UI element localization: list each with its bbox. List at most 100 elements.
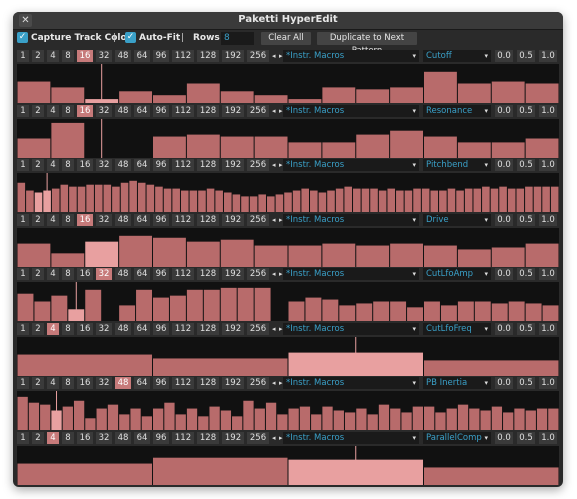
- automation-step-bar[interactable]: [164, 402, 175, 430]
- automation-step-bar[interactable]: [266, 196, 275, 212]
- step-button-32[interactable]: 32: [96, 50, 112, 62]
- automation-step-bar[interactable]: [17, 463, 153, 485]
- automation-step-bar[interactable]: [356, 303, 373, 321]
- step-button-4[interactable]: 4: [47, 431, 59, 444]
- step-button-112[interactable]: 112: [172, 159, 194, 171]
- capture-track-color-checkbox[interactable]: ✓: [17, 32, 28, 43]
- automation-step-bar[interactable]: [525, 303, 542, 321]
- source-dropdown[interactable]: *Instr. Macros ▾: [283, 50, 419, 62]
- step-button-16[interactable]: 16: [77, 322, 93, 335]
- automation-canvas[interactable]: [17, 391, 559, 430]
- automation-step-bar[interactable]: [129, 180, 137, 212]
- step-button-96[interactable]: 96: [153, 268, 169, 280]
- automation-step-bar[interactable]: [482, 186, 490, 212]
- automation-step-bar[interactable]: [390, 243, 424, 267]
- automation-step-bar[interactable]: [186, 408, 198, 430]
- step-increase-button[interactable]: ▸: [279, 270, 283, 278]
- automation-step-bar[interactable]: [86, 184, 94, 212]
- step-button-192[interactable]: 192: [222, 268, 244, 280]
- step-button-112[interactable]: 112: [172, 104, 194, 117]
- set-value-button-0[interactable]: 0.0: [495, 159, 513, 171]
- automation-canvas[interactable]: [17, 336, 559, 376]
- step-button-32[interactable]: 32: [96, 213, 112, 226]
- automation-step-bar[interactable]: [265, 402, 277, 430]
- automation-step-bar[interactable]: [198, 190, 206, 212]
- automation-step-bar[interactable]: [292, 190, 301, 212]
- rows-input[interactable]: 8: [221, 32, 254, 45]
- automation-step-bar[interactable]: [51, 188, 60, 212]
- automation-step-bar[interactable]: [491, 81, 525, 103]
- step-button-4[interactable]: 4: [47, 213, 59, 226]
- automation-step-bar[interactable]: [243, 400, 254, 430]
- automation-step-bar[interactable]: [353, 188, 361, 212]
- automation-step-bar[interactable]: [288, 408, 299, 430]
- automation-step-bar[interactable]: [456, 190, 464, 212]
- step-button-4[interactable]: 4: [47, 104, 59, 117]
- automation-step-bar[interactable]: [474, 301, 491, 322]
- automation-step-bar[interactable]: [390, 301, 407, 322]
- set-value-button-0[interactable]: 0.0: [495, 431, 513, 444]
- automation-step-bar[interactable]: [85, 418, 96, 430]
- automation-step-bar[interactable]: [373, 301, 390, 322]
- step-button-128[interactable]: 128: [197, 50, 219, 62]
- automation-step-bar[interactable]: [51, 122, 85, 158]
- clear-all-button[interactable]: Clear All: [261, 32, 311, 45]
- automation-step-bar[interactable]: [17, 354, 153, 376]
- step-button-16[interactable]: 16: [77, 213, 93, 226]
- automation-step-bar[interactable]: [407, 307, 423, 321]
- step-increase-button[interactable]: ▸: [279, 161, 283, 169]
- set-value-button-0[interactable]: 0.0: [495, 104, 513, 117]
- automation-step-bar[interactable]: [327, 190, 335, 212]
- automation-step-bar[interactable]: [335, 188, 344, 212]
- automation-step-bar[interactable]: [412, 406, 423, 430]
- step-button-32[interactable]: 32: [96, 322, 112, 335]
- step-button-32[interactable]: 32: [96, 377, 112, 389]
- automation-step-bar[interactable]: [318, 192, 327, 213]
- automation-step-bar[interactable]: [533, 186, 542, 212]
- automation-step-bar[interactable]: [339, 305, 356, 321]
- automation-step-bar[interactable]: [220, 239, 254, 267]
- automation-step-bar[interactable]: [404, 190, 413, 212]
- step-button-112[interactable]: 112: [172, 322, 194, 335]
- step-button-32[interactable]: 32: [96, 268, 112, 280]
- automation-canvas[interactable]: [17, 227, 559, 267]
- automation-step-bar[interactable]: [491, 247, 525, 267]
- automation-step-bar[interactable]: [424, 245, 457, 267]
- automation-step-bar[interactable]: [288, 245, 322, 267]
- step-button-128[interactable]: 128: [197, 159, 219, 171]
- step-button-112[interactable]: 112: [172, 268, 194, 280]
- set-value-button-1[interactable]: 0.5: [517, 377, 535, 389]
- set-value-button-1[interactable]: 0.5: [517, 268, 535, 280]
- step-button-4[interactable]: 4: [47, 322, 59, 335]
- step-button-96[interactable]: 96: [153, 159, 169, 171]
- parameter-dropdown[interactable]: Pitchbend ▾: [423, 159, 491, 171]
- automation-step-bar[interactable]: [525, 186, 533, 212]
- step-button-16[interactable]: 16: [77, 431, 93, 444]
- automation-step-bar[interactable]: [186, 134, 220, 158]
- step-button-2[interactable]: 2: [32, 159, 44, 171]
- step-button-8[interactable]: 8: [62, 268, 74, 280]
- automation-step-bar[interactable]: [542, 186, 550, 212]
- step-button-128[interactable]: 128: [197, 268, 219, 280]
- automation-step-bar[interactable]: [137, 182, 146, 212]
- step-button-1[interactable]: 1: [17, 159, 29, 171]
- step-button-96[interactable]: 96: [153, 377, 169, 389]
- automation-step-bar[interactable]: [189, 190, 198, 212]
- automation-step-bar[interactable]: [439, 190, 447, 212]
- automation-step-bar[interactable]: [550, 186, 559, 212]
- automation-step-bar[interactable]: [525, 410, 536, 431]
- auto-fit-checkbox[interactable]: ✓: [125, 32, 136, 43]
- automation-step-bar[interactable]: [51, 87, 85, 103]
- source-dropdown[interactable]: *Instr. Macros ▾: [283, 159, 419, 171]
- step-button-4[interactable]: 4: [47, 377, 59, 389]
- automation-step-bar[interactable]: [223, 192, 232, 213]
- automation-step-bar[interactable]: [119, 235, 153, 267]
- step-button-96[interactable]: 96: [153, 213, 169, 226]
- step-button-48[interactable]: 48: [115, 268, 131, 280]
- automation-step-bar[interactable]: [220, 287, 237, 321]
- step-button-2[interactable]: 2: [32, 431, 44, 444]
- step-decrease-button[interactable]: ◂: [272, 270, 276, 278]
- automation-step-bar[interactable]: [387, 188, 396, 212]
- automation-step-bar[interactable]: [525, 138, 559, 158]
- set-value-button-2[interactable]: 1.0: [539, 268, 557, 280]
